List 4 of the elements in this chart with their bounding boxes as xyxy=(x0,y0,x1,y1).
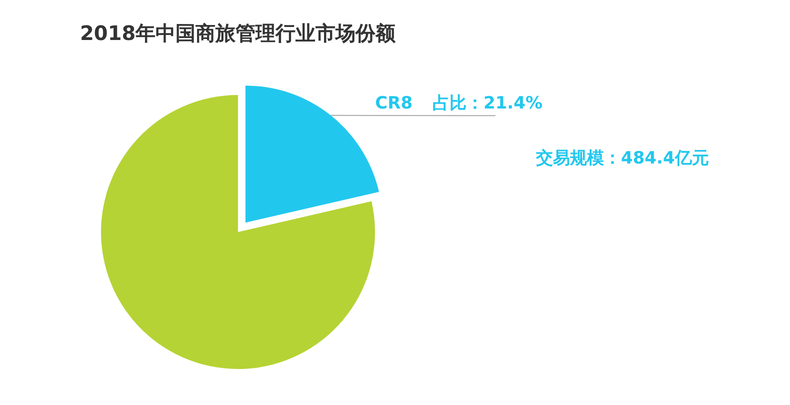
slice-label: CR8 xyxy=(375,94,413,114)
chart-title: 2018年中国商旅管理行业市场份额 xyxy=(80,21,397,45)
data-label: 占比：21.4% xyxy=(432,94,543,114)
text: 交易规模：484.4亿元 xyxy=(535,148,709,168)
